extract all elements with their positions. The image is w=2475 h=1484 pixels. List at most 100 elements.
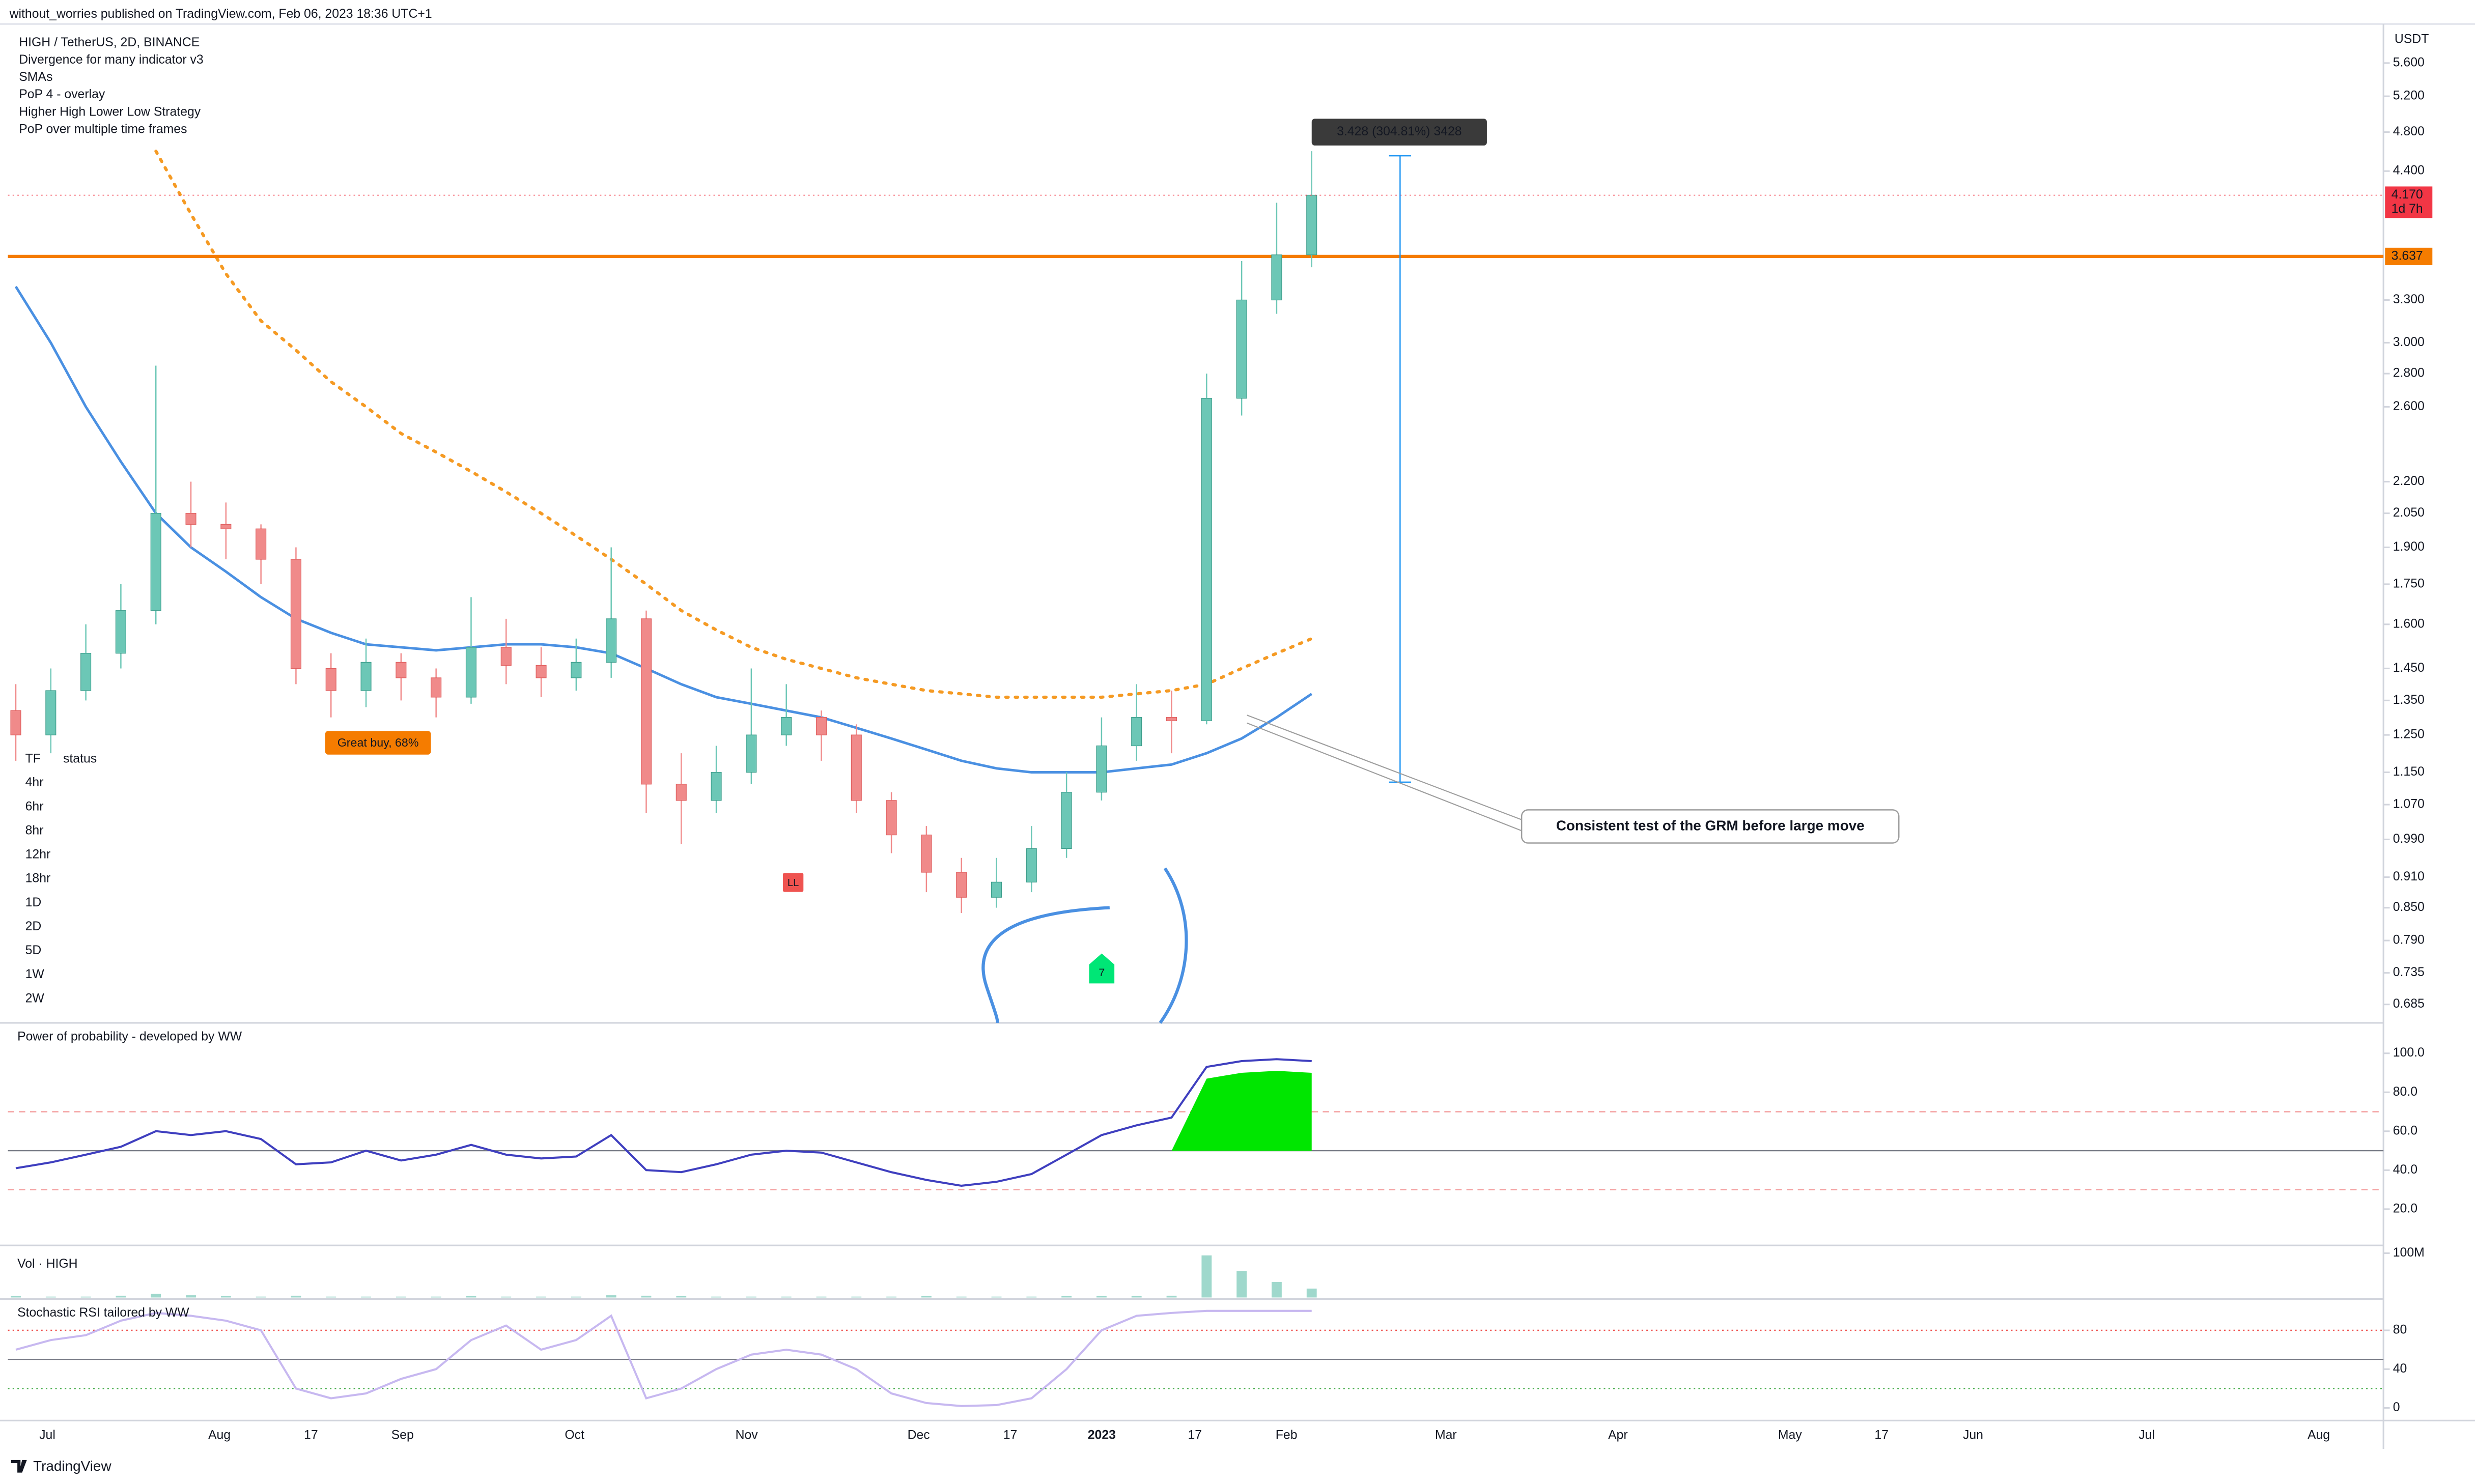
candle-body — [360, 662, 372, 691]
y-tick-label: 0.910 — [2393, 870, 2425, 883]
candle-body — [1166, 717, 1177, 722]
candle-body — [1131, 717, 1142, 747]
status-row: 18hr — [25, 872, 51, 886]
candle-body — [711, 772, 722, 801]
candle-body — [886, 800, 897, 836]
legend-line: Higher High Lower Low Strategy — [19, 105, 201, 119]
candle — [886, 792, 897, 853]
status-row: 1W — [25, 967, 45, 981]
volume-bar — [431, 1296, 441, 1298]
y-tick-label: 0 — [2393, 1401, 2400, 1414]
candle-body — [1201, 397, 1212, 722]
volume-bar — [220, 1296, 231, 1298]
candle-body — [676, 784, 687, 801]
hand-drawn-circle — [981, 867, 1188, 1024]
candle-body — [1096, 745, 1107, 793]
volume-bar — [886, 1296, 897, 1298]
x-tick-label: Jul — [2139, 1428, 2155, 1442]
volume-bar — [606, 1295, 616, 1298]
volume-bar — [326, 1296, 336, 1298]
y-tick-label: 1.070 — [2393, 797, 2425, 811]
series-line — [14, 286, 1313, 774]
volume-bar — [1201, 1255, 1212, 1298]
y-tick-label: 60.0 — [2393, 1124, 2417, 1137]
candle — [1166, 691, 1177, 754]
volume-bar — [676, 1296, 687, 1298]
volume-bar — [291, 1295, 301, 1298]
volume-bar — [1306, 1289, 1317, 1298]
volume-bar — [851, 1296, 862, 1298]
status-row: 6hr — [25, 800, 44, 813]
x-tick-label: Oct — [565, 1428, 584, 1442]
y-tick-label: 100M — [2393, 1246, 2425, 1260]
candle — [220, 502, 232, 559]
candle-body — [185, 512, 196, 525]
candle — [396, 653, 407, 701]
status-row: 5D — [25, 944, 42, 957]
candle — [571, 638, 582, 691]
candle-body — [290, 559, 301, 669]
candle-body — [640, 618, 652, 785]
volume-bar — [641, 1295, 652, 1298]
volume-bar — [816, 1296, 827, 1298]
candle — [150, 365, 161, 624]
legend-line: HIGH / TetherUS, 2D, BINANCE — [19, 36, 200, 49]
candle — [1306, 151, 1317, 268]
y-tick-label: 1.900 — [2393, 540, 2425, 554]
candle — [325, 653, 336, 718]
pane-title: Stochastic RSI tailored by WW — [17, 1306, 189, 1320]
x-tick-label: Apr — [1608, 1428, 1628, 1442]
y-tick-label: 0.790 — [2393, 933, 2425, 947]
candle-body — [325, 668, 336, 691]
x-tick-label: Aug — [2308, 1428, 2330, 1442]
candle-body — [45, 690, 57, 735]
x-tick-label: Jun — [1963, 1428, 1983, 1442]
candle — [1271, 203, 1282, 314]
candle — [45, 668, 57, 754]
signal-badge — [1089, 953, 1115, 984]
callout-pointer — [1247, 715, 1525, 822]
candle — [256, 524, 267, 584]
candle-body — [1271, 254, 1282, 301]
legend-line: PoP over multiple time frames — [19, 122, 187, 136]
candle-body — [991, 881, 1002, 898]
candle — [815, 710, 827, 761]
x-tick-label: 17 — [1188, 1428, 1202, 1442]
candle-body — [536, 665, 547, 678]
level-tag — [2385, 247, 2433, 265]
status-header: status — [63, 752, 97, 766]
candle — [991, 858, 1002, 908]
status-row: 8hr — [25, 823, 44, 837]
candle-body — [256, 528, 267, 560]
candle — [851, 724, 862, 813]
price-unit: USDT — [2395, 33, 2429, 46]
legend-line: Divergence for many indicator v3 — [19, 53, 203, 67]
y-tick-label: 3.000 — [2393, 335, 2425, 349]
callout-box — [1521, 809, 1900, 844]
volume-bar — [466, 1296, 476, 1298]
candle — [921, 826, 932, 893]
volume-bar — [956, 1296, 967, 1298]
y-tick-label: 80.0 — [2393, 1085, 2417, 1099]
pane-title: Power of probability - developed by WW — [17, 1030, 242, 1043]
volume-bar — [45, 1296, 56, 1298]
volume-bar — [256, 1296, 266, 1298]
candle-body — [465, 647, 476, 698]
candle-body — [1061, 792, 1072, 849]
candle-body — [500, 647, 512, 666]
candle — [115, 584, 126, 669]
y-tick-label: 40 — [2393, 1362, 2407, 1376]
volume-bar — [501, 1296, 512, 1298]
x-tick-label: Dec — [908, 1428, 930, 1442]
candle-body — [396, 662, 407, 678]
candle-body — [781, 717, 792, 735]
volume-bar — [1026, 1296, 1037, 1298]
publisher: without_worries published on TradingView… — [9, 7, 432, 21]
candle — [1201, 374, 1212, 725]
pane-title: Vol · HIGH — [17, 1257, 78, 1271]
x-tick-label: Feb — [1276, 1428, 1298, 1442]
candle — [1026, 826, 1037, 893]
candle-body — [10, 710, 21, 735]
last-price-tag — [2385, 186, 2433, 218]
